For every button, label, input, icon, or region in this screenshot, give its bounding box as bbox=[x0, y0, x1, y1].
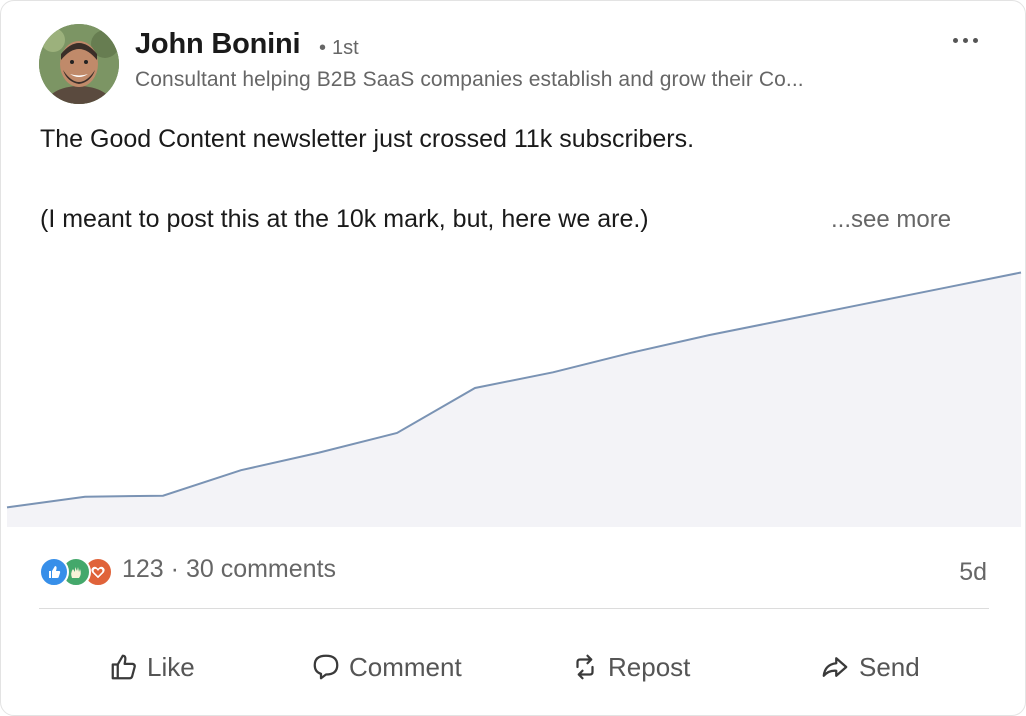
ellipsis-dot bbox=[972, 37, 978, 43]
comment-bubble-icon bbox=[313, 654, 339, 680]
like-label: Like bbox=[147, 651, 195, 682]
repost-icon bbox=[576, 654, 594, 680]
divider bbox=[39, 608, 989, 609]
chart-area-fill bbox=[7, 272, 1021, 527]
send-arrow-icon bbox=[822, 657, 848, 677]
see-more-link[interactable]: ...see more bbox=[831, 206, 952, 233]
author-name[interactable]: John Bonini bbox=[135, 28, 301, 60]
chart-series-line bbox=[6, 271, 1022, 509]
ellipsis-dot bbox=[952, 37, 958, 43]
repost-button[interactable]: Repost bbox=[570, 647, 690, 687]
reaction-count[interactable]: 123 bbox=[122, 555, 164, 583]
comment-label: Comment bbox=[349, 651, 462, 682]
avatar-photo-icon bbox=[39, 24, 119, 104]
thumbs-up-icon bbox=[111, 654, 136, 680]
degree-separator: • bbox=[319, 37, 327, 59]
count-separator: · bbox=[170, 555, 179, 583]
connection-degree: • 1st bbox=[319, 37, 359, 60]
degree-label: 1st bbox=[332, 37, 359, 59]
avatar[interactable] bbox=[39, 24, 119, 104]
post-time: 5d bbox=[959, 558, 987, 586]
send-button[interactable]: Send bbox=[819, 647, 920, 687]
post-text-line: (I meant to post this at the 10k mark, b… bbox=[40, 205, 649, 233]
repost-label: Repost bbox=[608, 651, 691, 682]
like-button[interactable]: Like bbox=[109, 647, 195, 687]
comments-count-link[interactable]: 30 comments bbox=[185, 555, 337, 583]
subscriber-growth-chart[interactable] bbox=[1, 249, 1026, 527]
social-counts: 123 · 30 comments bbox=[122, 555, 336, 584]
like-icon bbox=[39, 557, 69, 587]
post-text-line: The Good Content newsletter just crossed… bbox=[40, 125, 695, 153]
ellipsis-dot bbox=[962, 37, 968, 43]
send-label: Send bbox=[859, 651, 920, 682]
more-options-button[interactable] bbox=[945, 25, 985, 55]
comment-button[interactable]: Comment bbox=[311, 647, 462, 687]
author-headline: Consultant helping B2B SaaS companies es… bbox=[135, 68, 804, 91]
